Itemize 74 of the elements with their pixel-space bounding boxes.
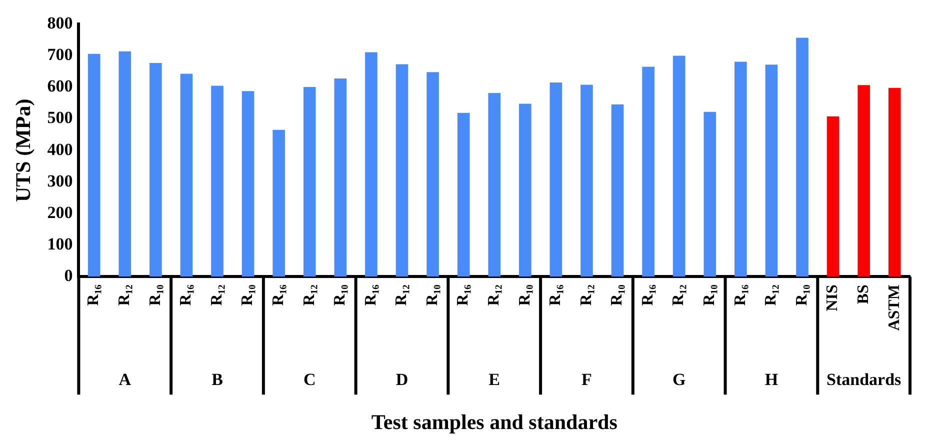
x-tick-label: R₁₂ (116, 284, 134, 306)
x-tick-label: R₁₂ (300, 284, 318, 306)
text: Standards (826, 370, 902, 389)
x-tick-label: BS (854, 284, 872, 304)
x-tick-label: R₁₀ (424, 284, 441, 306)
x-tick-label: R₁₂ (762, 284, 780, 306)
bar (550, 82, 562, 277)
text: F (582, 370, 592, 389)
bar (396, 64, 408, 277)
bar (826, 116, 840, 277)
bar (150, 63, 162, 277)
bar (796, 38, 808, 277)
x-tick-label: R₁₀ (608, 284, 626, 306)
y-tick-label: 100 (47, 234, 73, 254)
text: C (303, 370, 316, 389)
bar (365, 52, 378, 277)
x-tick-label: R₁₆ (85, 284, 102, 306)
x-tick-label: R₁₂ (670, 284, 688, 306)
bar (704, 112, 716, 277)
bar (611, 104, 624, 277)
bar (858, 85, 870, 277)
bar (211, 86, 224, 277)
bar (180, 74, 193, 277)
x-tick-label: R₁₆ (547, 284, 564, 306)
y-tick-label: 700 (47, 45, 73, 64)
y-tick-label: 600 (47, 76, 73, 96)
bar (888, 88, 901, 277)
y-axis-title: UTS (MPa) (11, 98, 36, 202)
text: G (672, 370, 686, 389)
x-tick-label: R₁₀ (516, 284, 534, 306)
x-tick-label: R₁₆ (732, 284, 749, 306)
text: H (764, 370, 778, 389)
y-tick-label: 800 (47, 14, 73, 33)
x-tick-label: R₁₂ (578, 284, 595, 306)
bar (242, 91, 254, 277)
x-tick-label: ASTM (886, 284, 903, 331)
bar (765, 64, 778, 277)
x-tick-label: R₁₀ (332, 284, 349, 306)
x-axis-title: Test samples and standards (371, 410, 618, 434)
bar (426, 72, 439, 277)
bar (272, 130, 285, 277)
bar (118, 51, 132, 277)
bar (303, 86, 316, 277)
x-tick-label: R₁₀ (146, 284, 164, 306)
text: D (396, 370, 408, 389)
x-tick-label: R₁₂ (393, 284, 410, 306)
x-tick-label: R₁₀ (701, 284, 718, 306)
bar (334, 78, 347, 277)
bar (580, 84, 593, 277)
bar (642, 66, 654, 277)
bar (457, 112, 470, 277)
x-tick-label: R₁₆ (178, 284, 195, 306)
x-tick-label: R₁₆ (270, 284, 287, 306)
y-tick-label: 0 (64, 266, 73, 285)
y-tick-label: 300 (47, 171, 73, 190)
x-tick-label: R₁₀ (793, 284, 810, 306)
text: A (118, 370, 132, 389)
x-tick-label: R₁₆ (639, 284, 656, 306)
bar (88, 54, 100, 277)
bar (518, 104, 532, 277)
text: B (212, 370, 223, 389)
y-tick-label: 200 (47, 202, 73, 222)
text: E (488, 370, 500, 389)
x-tick-label: R₁₀ (239, 284, 256, 306)
x-tick-label: R₁₆ (454, 284, 472, 306)
y-tick-label: 500 (47, 108, 73, 128)
x-tick-label: NIS (824, 284, 842, 312)
y-tick-label: 400 (47, 140, 73, 159)
x-tick-label: R₁₆ (362, 284, 380, 306)
bar (672, 56, 686, 277)
x-tick-label: R₁₂ (485, 284, 502, 306)
bar (734, 62, 747, 277)
x-tick-label: R₁₂ (208, 284, 226, 306)
bar (488, 92, 501, 277)
